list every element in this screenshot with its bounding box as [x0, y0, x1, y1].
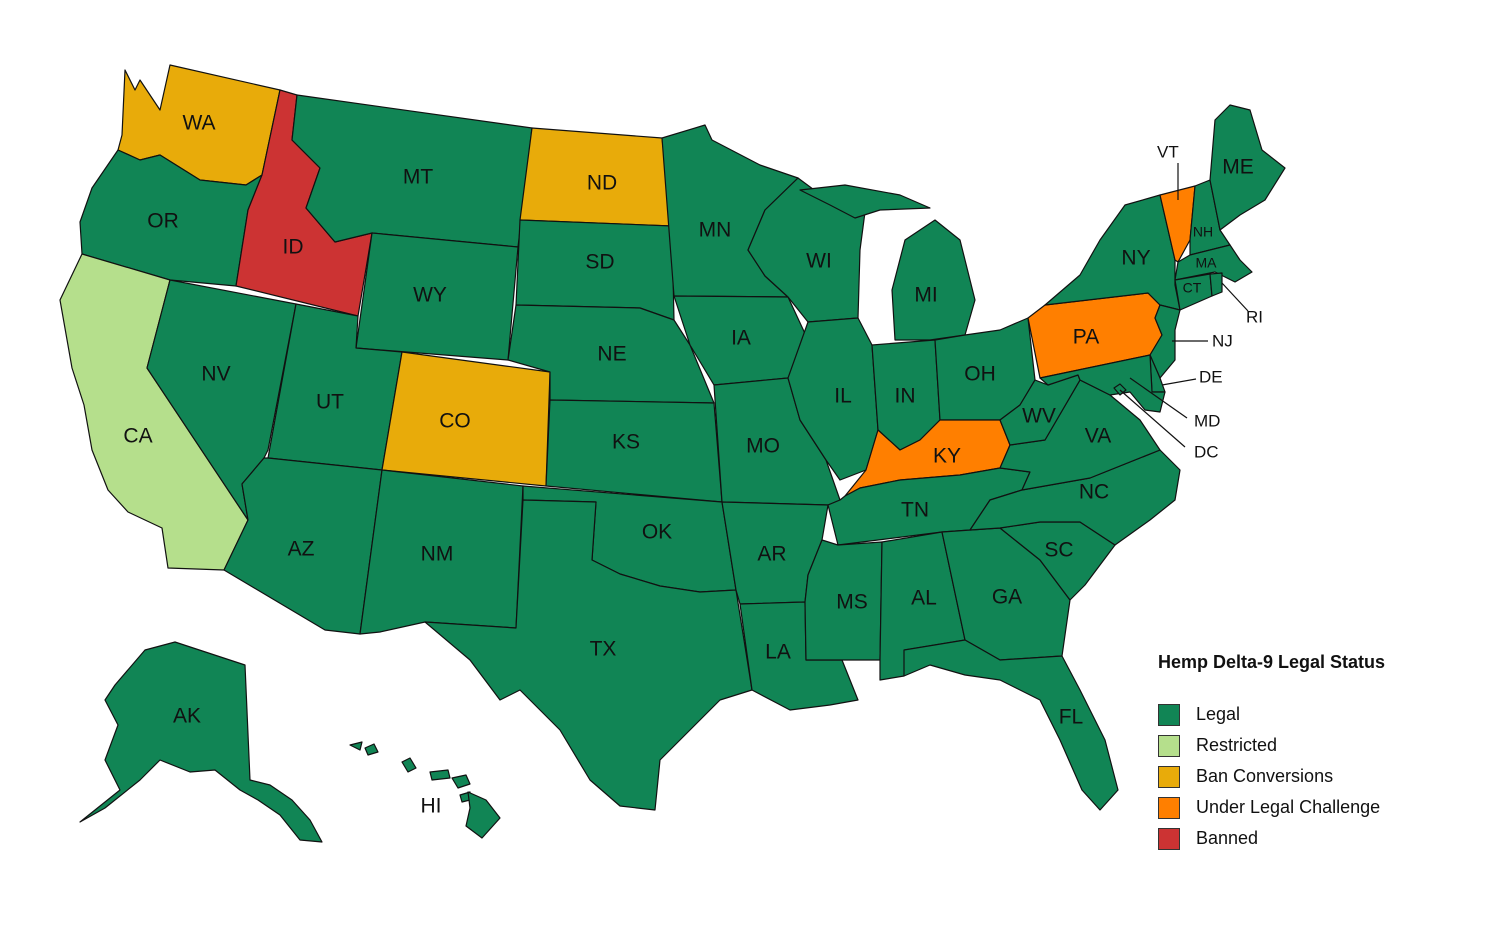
state-label-KS: KS [612, 431, 640, 454]
state-label-FL: FL [1059, 706, 1084, 729]
state-label-PA: PA [1073, 326, 1099, 349]
state-label-CT: CT [1183, 280, 1202, 296]
state-label-NV: NV [201, 363, 230, 386]
state-label-WA: WA [182, 112, 215, 135]
state-label-DC: DC [1194, 442, 1219, 461]
state-label-VA: VA [1085, 425, 1111, 448]
legend-swatch-legal [1158, 703, 1180, 726]
state-label-WI: WI [806, 250, 832, 273]
state-label-DE: DE [1199, 367, 1223, 386]
state-NY[interactable] [1044, 194, 1181, 311]
legend-item-ban-conversions: Ban Conversions [1158, 761, 1385, 792]
state-label-MN: MN [699, 219, 732, 242]
state-label-NC: NC [1079, 481, 1109, 504]
legend-swatch-under-legal-challenge [1158, 796, 1180, 819]
legend-swatch-ban-conversions [1158, 765, 1180, 788]
state-label-UT: UT [316, 391, 344, 414]
state-label-IN: IN [895, 385, 916, 408]
legend-title: Hemp Delta-9 Legal Status [1158, 652, 1386, 672]
state-FL[interactable] [903, 639, 1119, 811]
state-label-HI: HI [421, 795, 442, 818]
state-label-IL: IL [834, 385, 852, 408]
state-label-MD: MD [1194, 411, 1220, 430]
state-label-NM: NM [421, 543, 454, 566]
legend-swatch-restricted [1158, 734, 1180, 757]
state-label-CA: CA [123, 425, 152, 448]
legend-label-under-legal-challenge: Under Legal Challenge [1196, 797, 1381, 817]
legend-label-banned: Banned [1196, 828, 1259, 848]
state-label-WY: WY [413, 284, 447, 307]
state-label-MS: MS [836, 591, 868, 614]
state-label-TX: TX [590, 638, 617, 661]
state-label-AL: AL [911, 587, 937, 610]
state-RI[interactable] [1209, 272, 1223, 297]
state-label-ID: ID [283, 236, 304, 259]
legend-label-restricted: Restricted [1196, 735, 1278, 755]
legend-label-ban-conversions: Ban Conversions [1196, 766, 1334, 786]
state-label-LA: LA [765, 641, 791, 664]
state-label-WV: WV [1022, 405, 1056, 428]
callout-leader-lines [1119, 163, 1249, 448]
state-label-GA: GA [992, 586, 1022, 609]
state-label-NY: NY [1121, 247, 1150, 270]
state-label-SD: SD [585, 251, 614, 274]
legend-item-under-legal-challenge: Under Legal Challenge [1158, 792, 1385, 823]
state-label-VT: VT [1157, 142, 1179, 161]
state-label-ME: ME [1222, 156, 1254, 179]
state-ME[interactable] [1209, 104, 1286, 231]
legend-swatch-banned [1158, 827, 1180, 850]
state-label-OH: OH [964, 363, 996, 386]
state-TX[interactable] [424, 499, 753, 811]
state-label-OR: OR [147, 210, 179, 233]
state-label-MT: MT [403, 166, 433, 189]
state-label-ND: ND [587, 172, 617, 195]
state-HI[interactable] [349, 741, 501, 839]
state-label-MO: MO [746, 435, 780, 458]
state-MD[interactable] [1039, 354, 1166, 413]
state-label-AK: AK [173, 705, 201, 728]
state-label-MI: MI [914, 284, 937, 307]
state-label-NH: NH [1193, 224, 1213, 240]
legend-label-legal: Legal [1196, 704, 1241, 724]
state-label-MA: MA [1196, 255, 1218, 271]
state-label-NE: NE [597, 343, 626, 366]
legend-item-legal: Legal [1158, 699, 1385, 730]
state-label-OK: OK [642, 521, 672, 544]
state-label-RI: RI [1246, 307, 1263, 326]
state-label-NJ: NJ [1212, 331, 1233, 350]
legend-item-banned: Banned [1158, 823, 1385, 854]
state-AK[interactable] [79, 641, 323, 843]
legend-item-restricted: Restricted [1158, 730, 1385, 761]
state-label-AR: AR [757, 543, 786, 566]
state-IL[interactable] [787, 317, 879, 481]
state-label-KY: KY [933, 445, 961, 468]
state-label-IA: IA [731, 327, 751, 350]
legend: Hemp Delta-9 Legal Status Legal Restrict… [1158, 652, 1385, 854]
state-VT[interactable] [1159, 185, 1196, 263]
state-label-TN: TN [901, 499, 929, 522]
state-label-SC: SC [1044, 539, 1073, 562]
state-label-AZ: AZ [288, 538, 315, 561]
state-label-CO: CO [439, 410, 471, 433]
